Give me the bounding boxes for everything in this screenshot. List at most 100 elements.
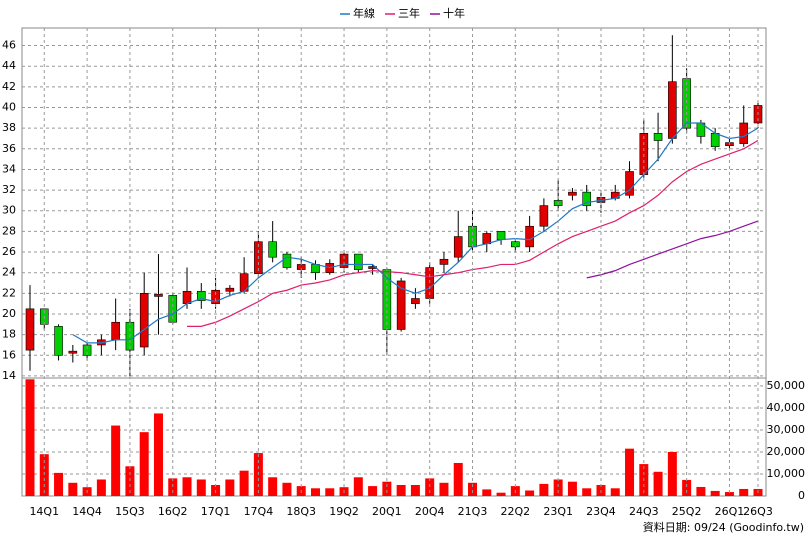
volume-bar (567, 481, 577, 496)
y-tick-label: 38 (2, 121, 16, 134)
y-tick-label: 28 (2, 224, 16, 237)
x-tick-label: 17Q1 (201, 505, 231, 518)
volume-bar (239, 470, 249, 496)
volume-bar (582, 488, 592, 496)
candle-body (25, 308, 35, 351)
candle-body (196, 290, 206, 301)
candle-body (411, 298, 420, 304)
x-tick-label: 24Q3 (629, 505, 659, 518)
candle-body (625, 171, 634, 196)
volume-bar (111, 425, 121, 496)
volume-bar (353, 477, 363, 496)
volume-bar (68, 482, 78, 496)
ma-line (586, 220, 759, 279)
volume-bar (139, 432, 149, 496)
x-tick-label: 17Q4 (244, 505, 274, 518)
volume-bar (282, 482, 292, 496)
volume-bar (268, 477, 278, 496)
volume-bar (168, 478, 178, 496)
candle-body (496, 231, 506, 240)
legend-label: 年線 (353, 6, 375, 20)
volume-bar (710, 490, 720, 496)
y-tick-label: 34 (2, 162, 16, 175)
candle-body (282, 253, 292, 268)
volume-bar (468, 482, 478, 496)
x-tick-label: 18Q3 (286, 505, 316, 518)
volume-bar (482, 489, 492, 496)
candle-body (739, 122, 749, 144)
volume-bar (182, 477, 192, 496)
x-tick-label: 23Q4 (586, 505, 616, 518)
candle-body (439, 258, 449, 265)
volume-bar (667, 451, 677, 496)
volume-bar (525, 490, 535, 496)
candle-body (311, 264, 320, 273)
x-tick-label: 26Q1 (715, 505, 745, 518)
footer: 資料日期: 09/24 (Goodinfo.tw) (643, 520, 804, 534)
x-tick-label: 16Q2 (158, 505, 188, 518)
x-tick-label: 26Q3 (743, 505, 773, 518)
volume-bar (653, 471, 663, 496)
y-tick-label: 14 (2, 369, 16, 382)
y-tick-label: 22 (2, 286, 16, 299)
volume-bar (325, 488, 335, 496)
volume-bar (368, 486, 378, 496)
candle-body (182, 290, 192, 304)
candle-body (82, 344, 92, 356)
volume-bar (54, 472, 64, 496)
candle-body (268, 241, 277, 258)
volume-bar (125, 466, 135, 496)
y-tick-label: 20 (2, 307, 16, 320)
volume-bar (39, 454, 49, 496)
y-tick-label: 30,000 (767, 423, 806, 436)
x-tick-label: 20Q4 (415, 505, 445, 518)
volume-bar (625, 448, 635, 496)
candle-body (582, 191, 592, 206)
x-tick-label: 15Q3 (115, 505, 145, 518)
volume-bar (496, 492, 506, 496)
y-tick-label: 18 (2, 328, 16, 341)
candle-body (653, 133, 663, 141)
volume-bar (96, 479, 106, 496)
y-tick-label: 42 (2, 80, 16, 93)
volume-bar (610, 488, 620, 496)
volume-bar (439, 482, 449, 496)
y-tick-label: 26 (2, 245, 16, 258)
candle-body (225, 287, 235, 292)
x-tick-label: 21Q3 (458, 505, 488, 518)
y-tick-label: 30 (2, 204, 16, 217)
y-tick-label: 32 (2, 183, 16, 196)
candle-body (396, 280, 406, 330)
volume-bar (539, 483, 549, 496)
volume-bar (682, 479, 692, 496)
candle-body (211, 289, 220, 304)
y-tick-label: 44 (2, 59, 16, 72)
y-tick-label: 36 (2, 142, 16, 155)
volume-bar (724, 492, 734, 496)
candle-body (339, 253, 349, 268)
candle-body (482, 233, 492, 245)
x-tick-label: 20Q1 (372, 505, 402, 518)
candle-body (539, 205, 549, 227)
y-tick-label: 16 (2, 348, 16, 361)
x-tick-label: 14Q4 (72, 505, 102, 518)
volume-bar (739, 488, 749, 496)
legend: 年線 三年 十年 (340, 6, 465, 20)
candle-body (68, 350, 78, 354)
y-tick-label: 0 (798, 489, 805, 502)
y-tick-label: 24 (2, 266, 16, 279)
volume-bar (553, 479, 563, 496)
candle-body (154, 294, 163, 297)
x-tick-label: 14Q1 (29, 505, 59, 518)
y-tick-label: 50,000 (767, 379, 806, 392)
volume-bar (396, 484, 406, 496)
volume-bar (225, 479, 235, 496)
legend-label: 三年 (398, 6, 420, 20)
candle-body (453, 236, 463, 258)
volume-bar (453, 462, 463, 496)
x-tick-label: 22Q2 (501, 505, 531, 518)
candle-body (668, 81, 677, 139)
volume-bar (696, 486, 706, 496)
volume-bar (382, 481, 392, 496)
